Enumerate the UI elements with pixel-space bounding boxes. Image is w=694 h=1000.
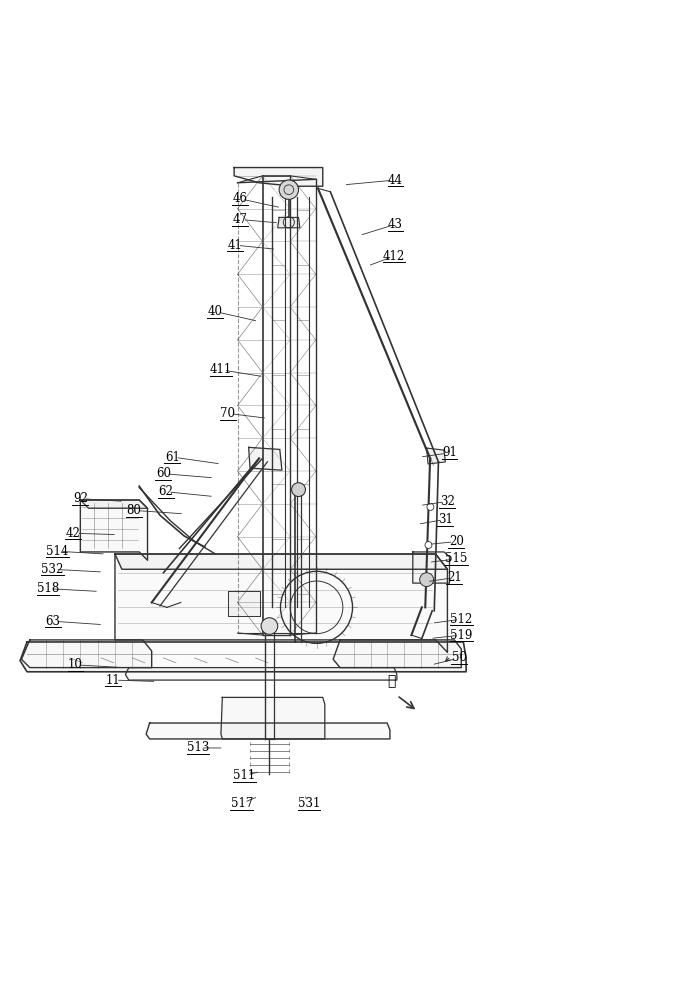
Text: 50: 50 bbox=[452, 651, 466, 664]
Text: 514: 514 bbox=[46, 545, 69, 558]
Text: 513: 513 bbox=[187, 741, 210, 754]
Text: 519: 519 bbox=[450, 629, 473, 642]
Polygon shape bbox=[22, 640, 152, 668]
Text: 42: 42 bbox=[66, 527, 81, 540]
Text: 63: 63 bbox=[45, 615, 60, 628]
Circle shape bbox=[425, 542, 432, 548]
Circle shape bbox=[427, 503, 434, 510]
Polygon shape bbox=[427, 448, 446, 464]
Text: 32: 32 bbox=[440, 495, 455, 508]
Text: 41: 41 bbox=[228, 239, 242, 252]
Polygon shape bbox=[221, 697, 325, 739]
Polygon shape bbox=[81, 500, 148, 560]
Circle shape bbox=[261, 618, 278, 634]
Polygon shape bbox=[248, 447, 282, 470]
Text: 80: 80 bbox=[126, 504, 141, 517]
Text: 531: 531 bbox=[298, 797, 320, 810]
Polygon shape bbox=[234, 168, 323, 186]
Text: 511: 511 bbox=[233, 769, 255, 782]
Text: 44: 44 bbox=[388, 174, 403, 187]
Polygon shape bbox=[81, 500, 148, 508]
Text: 46: 46 bbox=[232, 192, 247, 205]
Polygon shape bbox=[278, 217, 300, 228]
Polygon shape bbox=[413, 552, 450, 583]
Text: 512: 512 bbox=[450, 613, 473, 626]
Text: 11: 11 bbox=[105, 674, 120, 687]
Text: 515: 515 bbox=[446, 552, 468, 565]
Polygon shape bbox=[333, 640, 462, 668]
Text: 532: 532 bbox=[42, 563, 64, 576]
Circle shape bbox=[291, 483, 305, 497]
Circle shape bbox=[423, 576, 430, 583]
Text: 47: 47 bbox=[232, 213, 247, 226]
Circle shape bbox=[279, 180, 298, 199]
Polygon shape bbox=[20, 642, 466, 672]
Text: 62: 62 bbox=[158, 485, 173, 498]
Circle shape bbox=[420, 573, 434, 587]
Text: 92: 92 bbox=[73, 492, 87, 505]
Polygon shape bbox=[146, 723, 390, 739]
Text: 60: 60 bbox=[156, 467, 171, 480]
Text: 20: 20 bbox=[449, 535, 464, 548]
Polygon shape bbox=[115, 554, 448, 569]
Text: 21: 21 bbox=[447, 571, 462, 584]
Text: 518: 518 bbox=[37, 582, 59, 595]
Text: 517: 517 bbox=[230, 797, 253, 810]
Text: 61: 61 bbox=[165, 451, 180, 464]
Text: 31: 31 bbox=[438, 513, 452, 526]
Text: 43: 43 bbox=[388, 218, 403, 231]
Text: 70: 70 bbox=[221, 407, 235, 420]
Polygon shape bbox=[115, 554, 448, 652]
Text: 40: 40 bbox=[208, 305, 223, 318]
Polygon shape bbox=[126, 668, 397, 680]
Text: 前: 前 bbox=[387, 674, 396, 688]
Text: 411: 411 bbox=[210, 363, 232, 376]
Text: 91: 91 bbox=[442, 446, 457, 459]
Text: 412: 412 bbox=[383, 250, 405, 263]
Polygon shape bbox=[228, 591, 260, 616]
Text: 10: 10 bbox=[68, 658, 83, 671]
